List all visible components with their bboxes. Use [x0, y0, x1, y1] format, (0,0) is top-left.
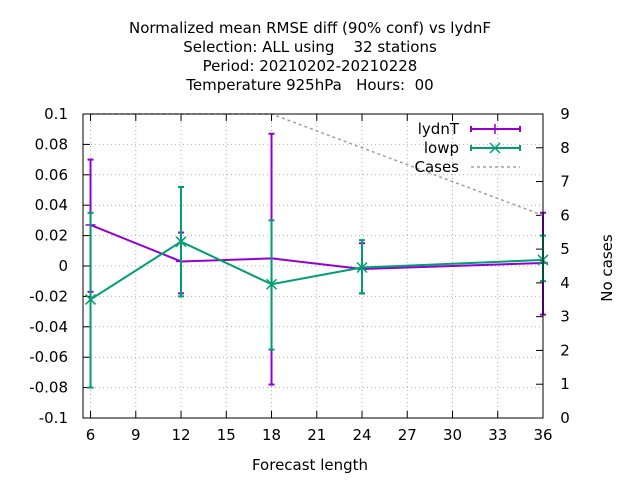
x-tick-label: 12	[171, 426, 190, 444]
y2-tick-label: 4	[560, 274, 570, 292]
legend-marker	[490, 124, 500, 134]
y2-tick-label: 2	[560, 341, 570, 359]
y2-tick-label: 8	[560, 139, 570, 157]
legend-item-lydnT: lydnT	[418, 120, 521, 138]
y2-tick-label: 5	[560, 240, 570, 258]
y-tick-label: 0.06	[35, 166, 68, 184]
y2-axis-label: No cases	[598, 234, 616, 302]
x-tick-label: 36	[533, 426, 552, 444]
x-tick-label: 24	[352, 426, 371, 444]
legend-item-lowp: lowp	[424, 139, 521, 157]
chart-title-line-3: Period: 20210202-20210228	[203, 57, 418, 75]
legend-marker	[489, 142, 501, 154]
legend-label: Cases	[414, 158, 459, 176]
data-point	[85, 293, 97, 305]
x-tick-label: 33	[488, 426, 507, 444]
plot-frame	[82, 113, 544, 419]
x-tick-label: 21	[307, 426, 326, 444]
x-tick-label: 6	[86, 426, 96, 444]
y-tick-label: 0.04	[35, 196, 68, 214]
data-point	[175, 236, 187, 248]
x-tick-label: 9	[131, 426, 141, 444]
y2-tick-label: 3	[560, 308, 570, 326]
y-tick-label: -0.1	[39, 409, 68, 427]
x-tick-label: 30	[443, 426, 462, 444]
y2-tick-label: 1	[560, 375, 570, 393]
y-tick-label: 0.1	[44, 105, 68, 123]
y-tick-label: -0.02	[29, 287, 68, 305]
y2-tick-label: 9	[560, 105, 570, 123]
x-tick-label: 18	[262, 426, 281, 444]
y-tick-label: 0.08	[35, 135, 68, 153]
chart-title-line-1: Normalized mean RMSE diff (90% conf) vs …	[129, 19, 491, 37]
axis-ticks: 6 9 12 15 18 21 24 27 30 33 36-0.1-0.08-0.06-0.04-…	[29, 105, 570, 444]
y-tick-label: 0.02	[35, 227, 68, 245]
chart-title-line-2: Selection: ALL using 32 stations	[183, 38, 437, 56]
legend-item-Cases: Cases	[414, 158, 520, 176]
x-tick-label: 27	[398, 426, 417, 444]
y2-tick-label: 7	[560, 173, 570, 191]
x-tick-label: 15	[217, 426, 236, 444]
y-tick-label: -0.06	[29, 348, 68, 366]
y2-tick-label: 0	[560, 409, 570, 427]
y2-tick-label: 6	[560, 206, 570, 224]
data-point	[265, 278, 278, 290]
data-point	[356, 261, 368, 274]
y-tick-label: 0	[58, 257, 68, 275]
x-axis-label: Forecast length	[252, 456, 368, 474]
series-lowp	[85, 185, 549, 389]
chart-title-line-4: Temperature 925hPa Hours: 00	[185, 76, 433, 94]
y-tick-label: -0.04	[29, 318, 68, 336]
legend-label: lydnT	[418, 120, 460, 138]
y-tick-label: -0.08	[29, 379, 68, 397]
legend-label: lowp	[424, 139, 459, 157]
